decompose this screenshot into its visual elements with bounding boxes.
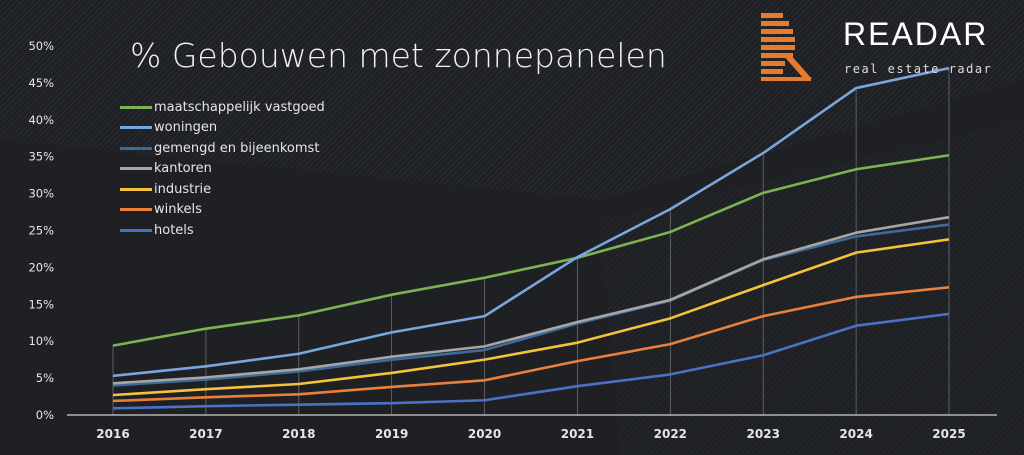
background-hatch-right [600,120,1024,455]
y-tick-label: 0% [36,408,54,422]
brand-name: READAR [843,16,989,52]
legend-label: industrie [154,181,212,197]
legend-label: maatschappelijk vastgoed [154,99,325,115]
legend-swatch [120,208,152,212]
y-tick-label: 10% [28,334,54,348]
legend-swatch [120,126,152,130]
legend-item: gemengd en bijeenkomst [120,138,325,159]
x-tick-label: 2020 [468,427,501,441]
series-line [112,312,950,410]
chart-title: % Gebouwen met zonnepanelen [130,36,667,75]
legend-swatch [120,146,152,150]
y-tick-label: 50% [28,39,54,53]
legend-item: woningen [120,118,325,139]
x-tick-label: 2021 [561,427,594,441]
series-line [112,215,950,385]
y-tick-label: 45% [28,76,54,90]
legend-swatch [120,228,152,232]
x-tick-label: 2019 [375,427,408,441]
legend: maatschappelijk vastgoed woningen gemengd … [120,97,325,241]
series-line [112,286,950,403]
series-line [112,66,950,378]
legend-swatch [120,167,152,171]
legend-label: gemengd en bijeenkomst [154,140,320,156]
series-line [112,238,950,397]
legend-label: woningen [154,120,218,136]
series-line [112,223,950,387]
x-tick-label: 2017 [189,427,222,441]
x-tick-label: 2025 [932,427,965,441]
legend-item: maatschappelijk vastgoed [120,97,325,118]
legend-label: hotels [154,222,194,238]
brand-tagline: real estate radar [844,62,993,76]
legend-item: industrie [120,179,325,200]
legend-swatch [120,187,152,191]
x-tick-label: 2022 [654,427,687,441]
legend-item: hotels [120,220,325,241]
x-tick-label: 2018 [282,427,315,441]
legend-swatch [120,105,152,109]
y-tick-label: 35% [28,150,54,164]
series-line [112,153,950,347]
x-tick-label: 2016 [96,427,129,441]
x-tick-label: 2023 [747,427,780,441]
y-tick-label: 30% [28,187,54,201]
y-tick-label: 25% [28,224,54,238]
legend-item: kantoren [120,159,325,180]
y-tick-label: 40% [28,113,54,127]
y-tick-label: 20% [28,260,54,274]
x-tick-label: 2024 [839,427,872,441]
legend-item: winkels [120,200,325,221]
legend-label: winkels [154,202,202,218]
y-tick-label: 15% [28,297,54,311]
y-tick-label: 5% [36,371,54,385]
legend-label: kantoren [154,161,212,177]
